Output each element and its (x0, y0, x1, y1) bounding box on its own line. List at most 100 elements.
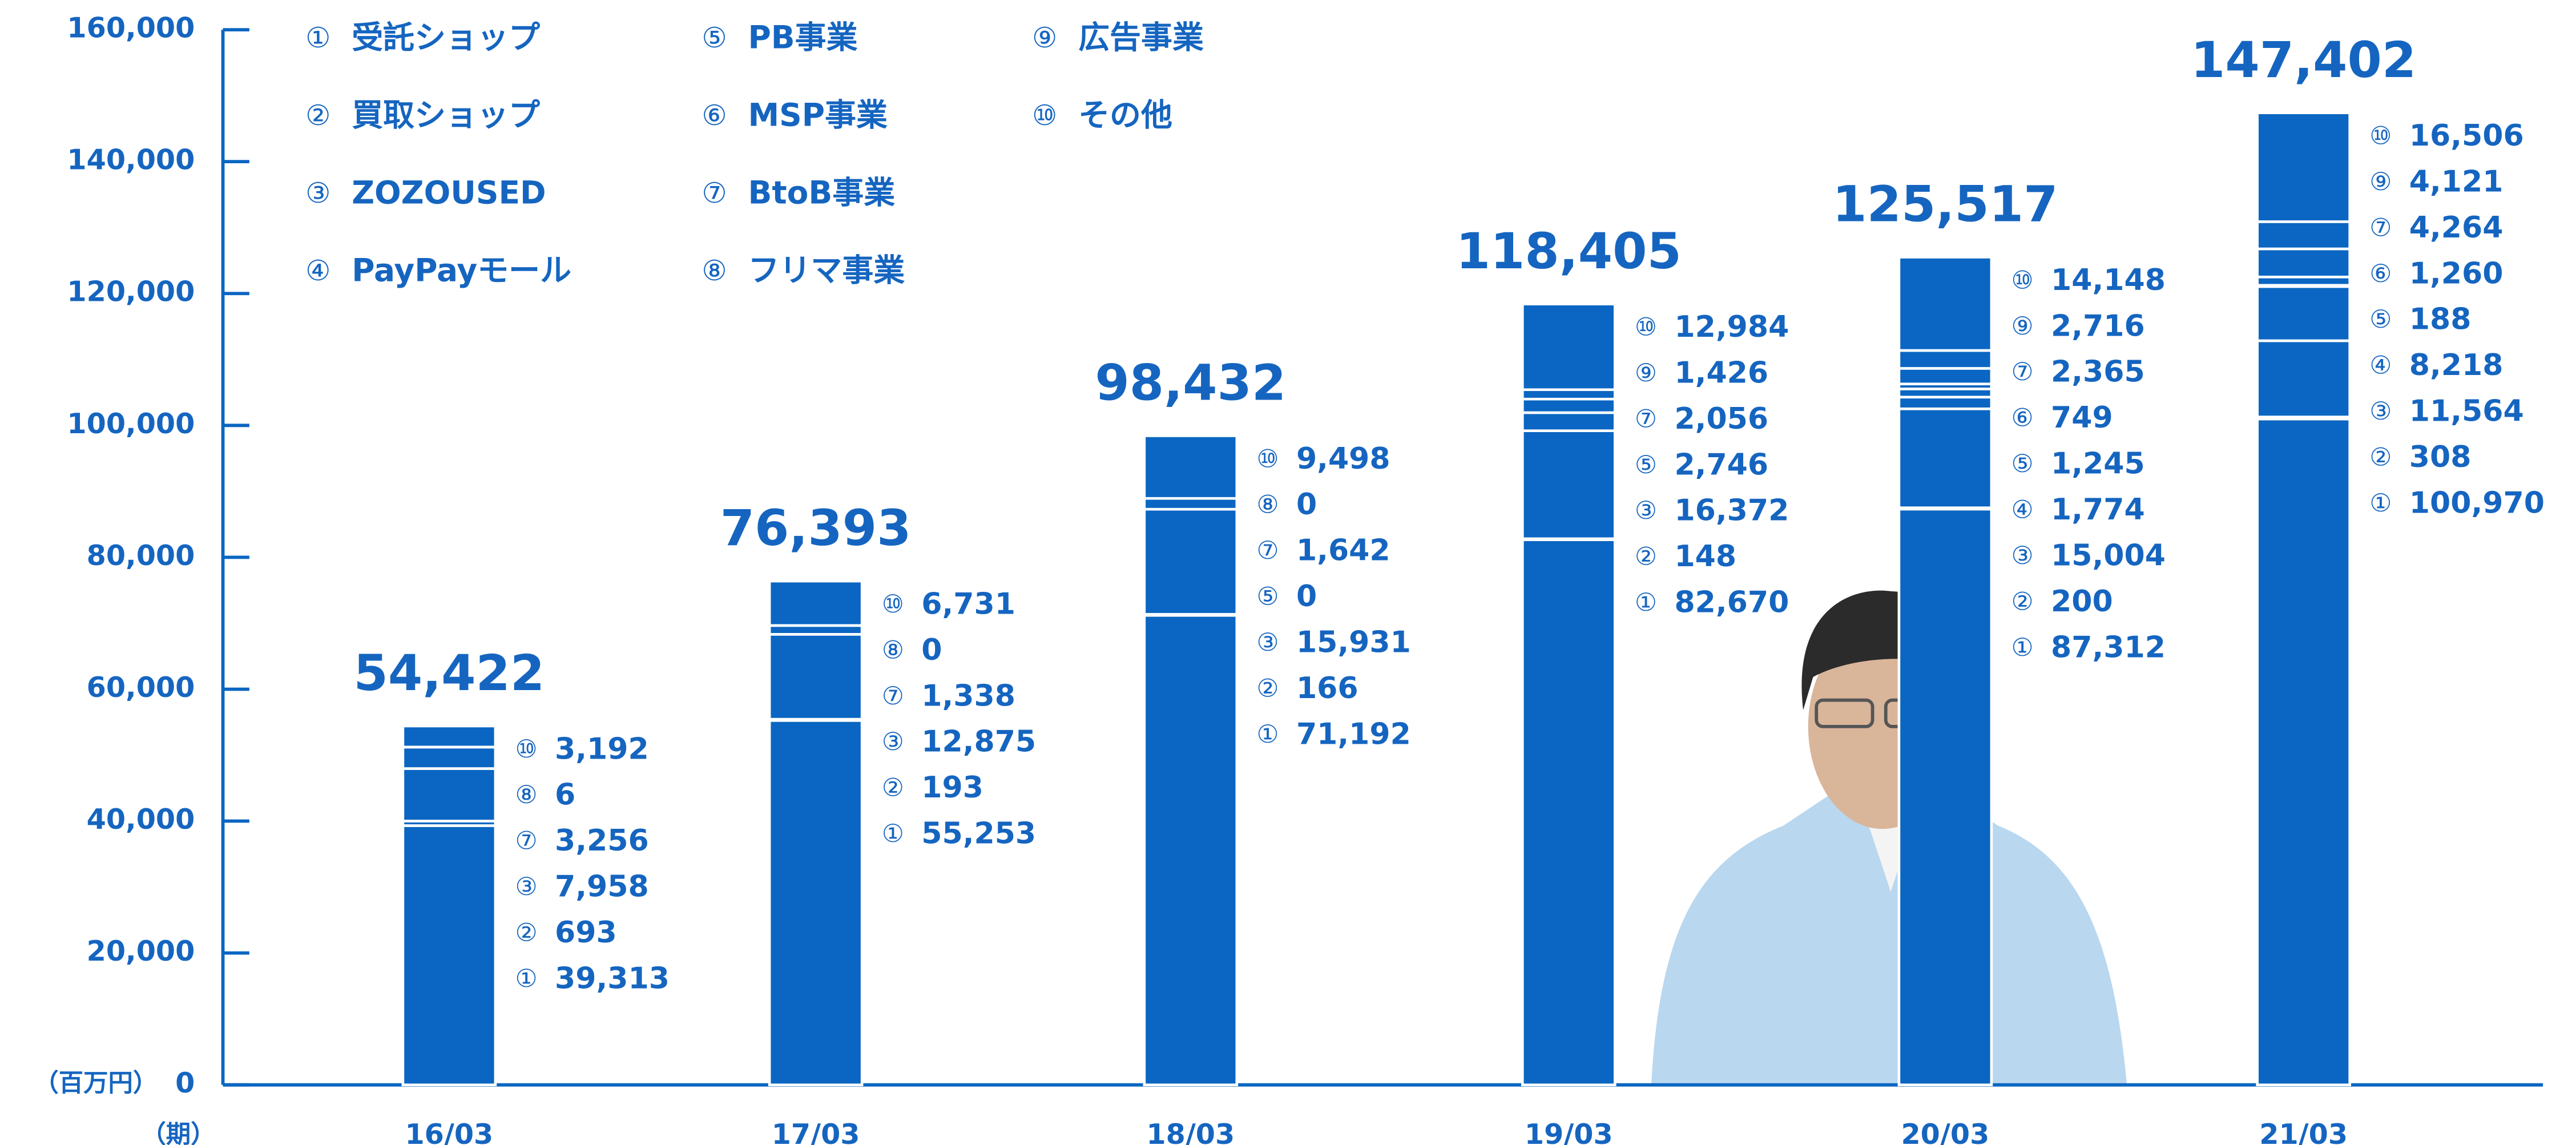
value-marker: ① (2369, 489, 2392, 518)
value-marker: ⑩ (882, 590, 904, 619)
value-marker: ⑥ (2369, 260, 2392, 288)
value-marker: ① (1257, 720, 1279, 749)
bar-segment (1521, 303, 1616, 392)
y-tick-label: 140,000 (67, 143, 195, 176)
value-label: 148 (1674, 539, 1736, 574)
legend-marker: ④ (305, 254, 330, 287)
x-tick-label: 18/03 (1146, 1118, 1235, 1145)
value-marker: ③ (2369, 397, 2392, 426)
value-marker: ⑤ (2011, 450, 2034, 478)
value-marker: ① (2011, 634, 2034, 662)
value-marker: ⑥ (2011, 404, 2034, 433)
value-marker: ⑩ (2369, 122, 2392, 151)
legend-marker: ⑧ (702, 254, 727, 287)
total-label: 125,517 (1832, 176, 2058, 233)
value-marker: ⑦ (2011, 358, 2034, 386)
value-marker: ⑧ (1257, 491, 1279, 519)
bar-segment (2256, 247, 2351, 279)
value-marker: ⑦ (1257, 537, 1279, 565)
legend-label: 買取ショップ (352, 97, 540, 134)
x-tick-label: 16/03 (405, 1118, 493, 1145)
bar-segment (1143, 507, 1239, 616)
value-label: 2,716 (2051, 309, 2145, 343)
bar-segment (401, 767, 497, 823)
value-marker: ③ (1635, 497, 1657, 525)
x-tick-label: 21/03 (2259, 1118, 2348, 1145)
y-tick-label: 0 (175, 1066, 195, 1099)
value-label: 749 (2051, 401, 2113, 435)
x-tick-label: 20/03 (1901, 1118, 1989, 1145)
value-marker: ③ (2011, 542, 2034, 570)
legend-label: BtoB事業 (748, 175, 896, 211)
x-tick-label: 19/03 (1525, 1118, 1613, 1145)
x-tick-label: 17/03 (772, 1118, 860, 1145)
total-label: 147,402 (2191, 31, 2416, 89)
value-label: 4,121 (2409, 164, 2504, 199)
legend-label: その他 (1078, 97, 1172, 134)
value-label: 1,245 (2051, 447, 2145, 481)
value-label: 166 (1296, 671, 1358, 705)
value-label: 7,958 (555, 870, 649, 904)
value-label: 188 (2409, 303, 2472, 337)
value-label: 6 (555, 778, 575, 812)
value-marker: ⑨ (2369, 168, 2392, 196)
bar-segment (1521, 397, 1616, 414)
bar-segment (768, 579, 864, 627)
total-label: 76,393 (720, 499, 912, 557)
y-tick-label: 40,000 (87, 803, 195, 836)
bar-segment (401, 824, 497, 1086)
value-label: 87,312 (2051, 630, 2166, 664)
legend-label: PayPayモール (352, 252, 571, 288)
value-marker: ⑩ (1257, 445, 1279, 473)
value-marker: ③ (515, 873, 538, 901)
value-marker: ⑤ (1635, 451, 1657, 479)
y-tick-label: 160,000 (67, 11, 195, 45)
total-label: 118,405 (1456, 223, 1682, 280)
total-label: 54,422 (353, 644, 545, 702)
value-label: 308 (2409, 440, 2472, 474)
value-marker: ⑦ (515, 827, 538, 856)
bar-segment (768, 719, 864, 1086)
bar-segment (1521, 411, 1616, 432)
bar-segment (2256, 339, 2351, 418)
value-marker: ② (1257, 674, 1279, 703)
value-marker: ② (2369, 444, 2392, 472)
value-label: 0 (1296, 579, 1317, 614)
bar-segment (401, 724, 497, 749)
legend-marker: ⑤ (702, 21, 727, 54)
x-unit-label: （期） (141, 1120, 215, 1145)
bar-segment (2256, 111, 2351, 223)
value-label: 16,372 (1674, 494, 1789, 528)
bar-segment (401, 745, 497, 770)
legend-marker: ⑦ (702, 176, 727, 209)
legend-marker: ⑥ (702, 99, 727, 132)
value-marker: ⑩ (1635, 313, 1657, 342)
value-label: 6,731 (921, 587, 1015, 621)
value-marker: ② (515, 918, 538, 947)
value-label: 0 (1296, 487, 1317, 522)
value-marker: ⑧ (515, 781, 538, 809)
bar-segment (1521, 388, 1616, 401)
legend-label: 広告事業 (1078, 19, 1204, 56)
value-marker: ⑨ (2011, 312, 2034, 341)
legend-label: 受託ショップ (352, 19, 540, 56)
value-label: 2,365 (2051, 355, 2145, 389)
value-label: 8,218 (2409, 348, 2504, 382)
value-label: 2,746 (1674, 447, 1768, 482)
value-label: 193 (921, 771, 983, 805)
value-label: 100,970 (2409, 486, 2545, 520)
y-tick-label: 80,000 (87, 539, 195, 572)
bar-segment (1897, 349, 1993, 370)
value-label: 15,931 (1296, 626, 1411, 660)
value-label: 0 (921, 633, 942, 667)
value-label: 39,313 (555, 961, 670, 995)
bar-segment (768, 633, 864, 721)
value-label: 200 (2051, 584, 2113, 619)
value-label: 1,338 (921, 679, 1015, 713)
bar-segment (1521, 538, 1616, 1086)
bar-segment (1897, 367, 1993, 386)
value-label: 55,253 (921, 817, 1036, 851)
value-marker: ③ (1257, 628, 1279, 657)
bar-segment (2256, 417, 2351, 1086)
person-illustration (1651, 590, 2127, 1085)
